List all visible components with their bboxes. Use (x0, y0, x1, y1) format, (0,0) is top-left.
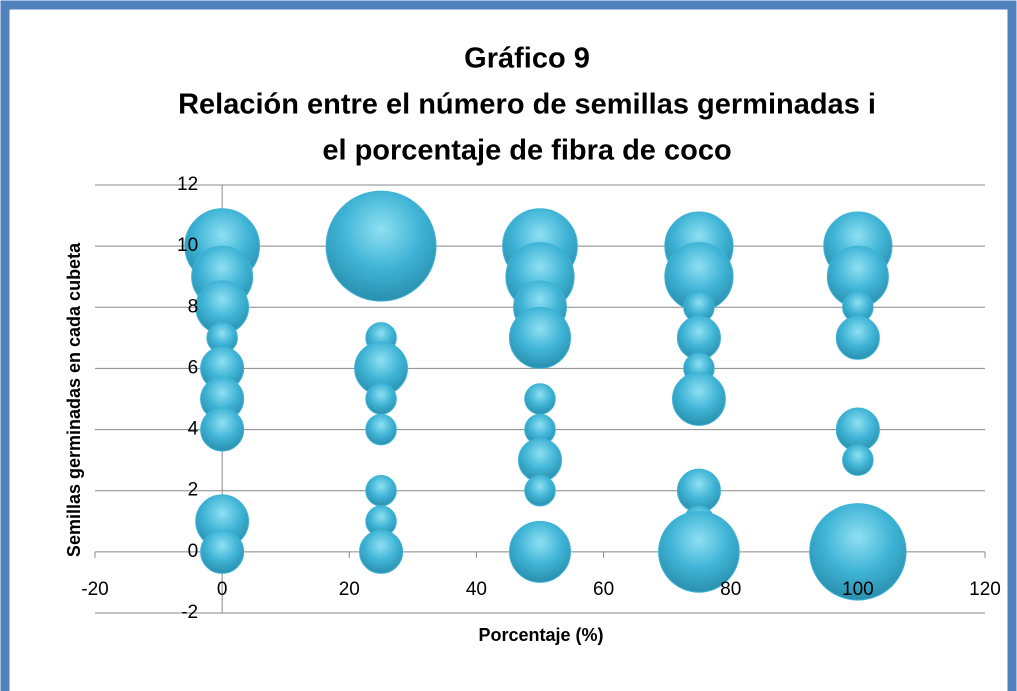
bubble (365, 474, 397, 507)
y-tick-label: 4 (188, 419, 199, 440)
bubble (835, 315, 880, 360)
bubble (358, 529, 404, 574)
chart-title: el porcentaje de fibra de coco (322, 135, 731, 167)
x-tick-label: 60 (593, 579, 614, 600)
bubble (524, 383, 556, 415)
bubble (842, 444, 874, 476)
x-tick-label: 20 (339, 579, 360, 600)
y-tick-label: 10 (177, 235, 198, 256)
x-tick-label: 100 (842, 579, 874, 600)
labels: Gráfico 9 Relación entre el número de se… (64, 43, 1001, 645)
bubble (508, 306, 572, 369)
x-tick-label: 0 (217, 579, 228, 600)
bubble (200, 407, 245, 452)
y-tick-label: -2 (181, 602, 198, 623)
x-axis-title: Porcentaje (%) (478, 625, 603, 645)
bubble (200, 529, 245, 574)
chart-title: Gráfico 9 (464, 43, 590, 75)
y-tick-label: 8 (188, 296, 199, 317)
y-axis-title: Semillas germinadas en cada cubeta (64, 242, 84, 557)
bubble (658, 510, 740, 593)
x-tick-label: 120 (969, 579, 1001, 600)
bubble (524, 474, 556, 507)
bubble (809, 503, 907, 601)
y-tick-label: 6 (188, 357, 199, 378)
bubble (325, 190, 437, 302)
x-tick-label: 40 (466, 579, 487, 600)
bubble (508, 520, 572, 583)
y-tick-label: 0 (188, 541, 199, 562)
bubble (672, 372, 726, 426)
bubble (365, 383, 397, 415)
x-tick-label: -20 (81, 579, 108, 600)
y-tick-label: 12 (177, 174, 198, 195)
chart-title: Relación entre el número de semillas ger… (178, 89, 876, 121)
y-tick-label: 2 (188, 480, 199, 501)
bubbles (184, 190, 907, 601)
bubble (365, 413, 397, 446)
x-tick-label: 80 (720, 579, 741, 600)
